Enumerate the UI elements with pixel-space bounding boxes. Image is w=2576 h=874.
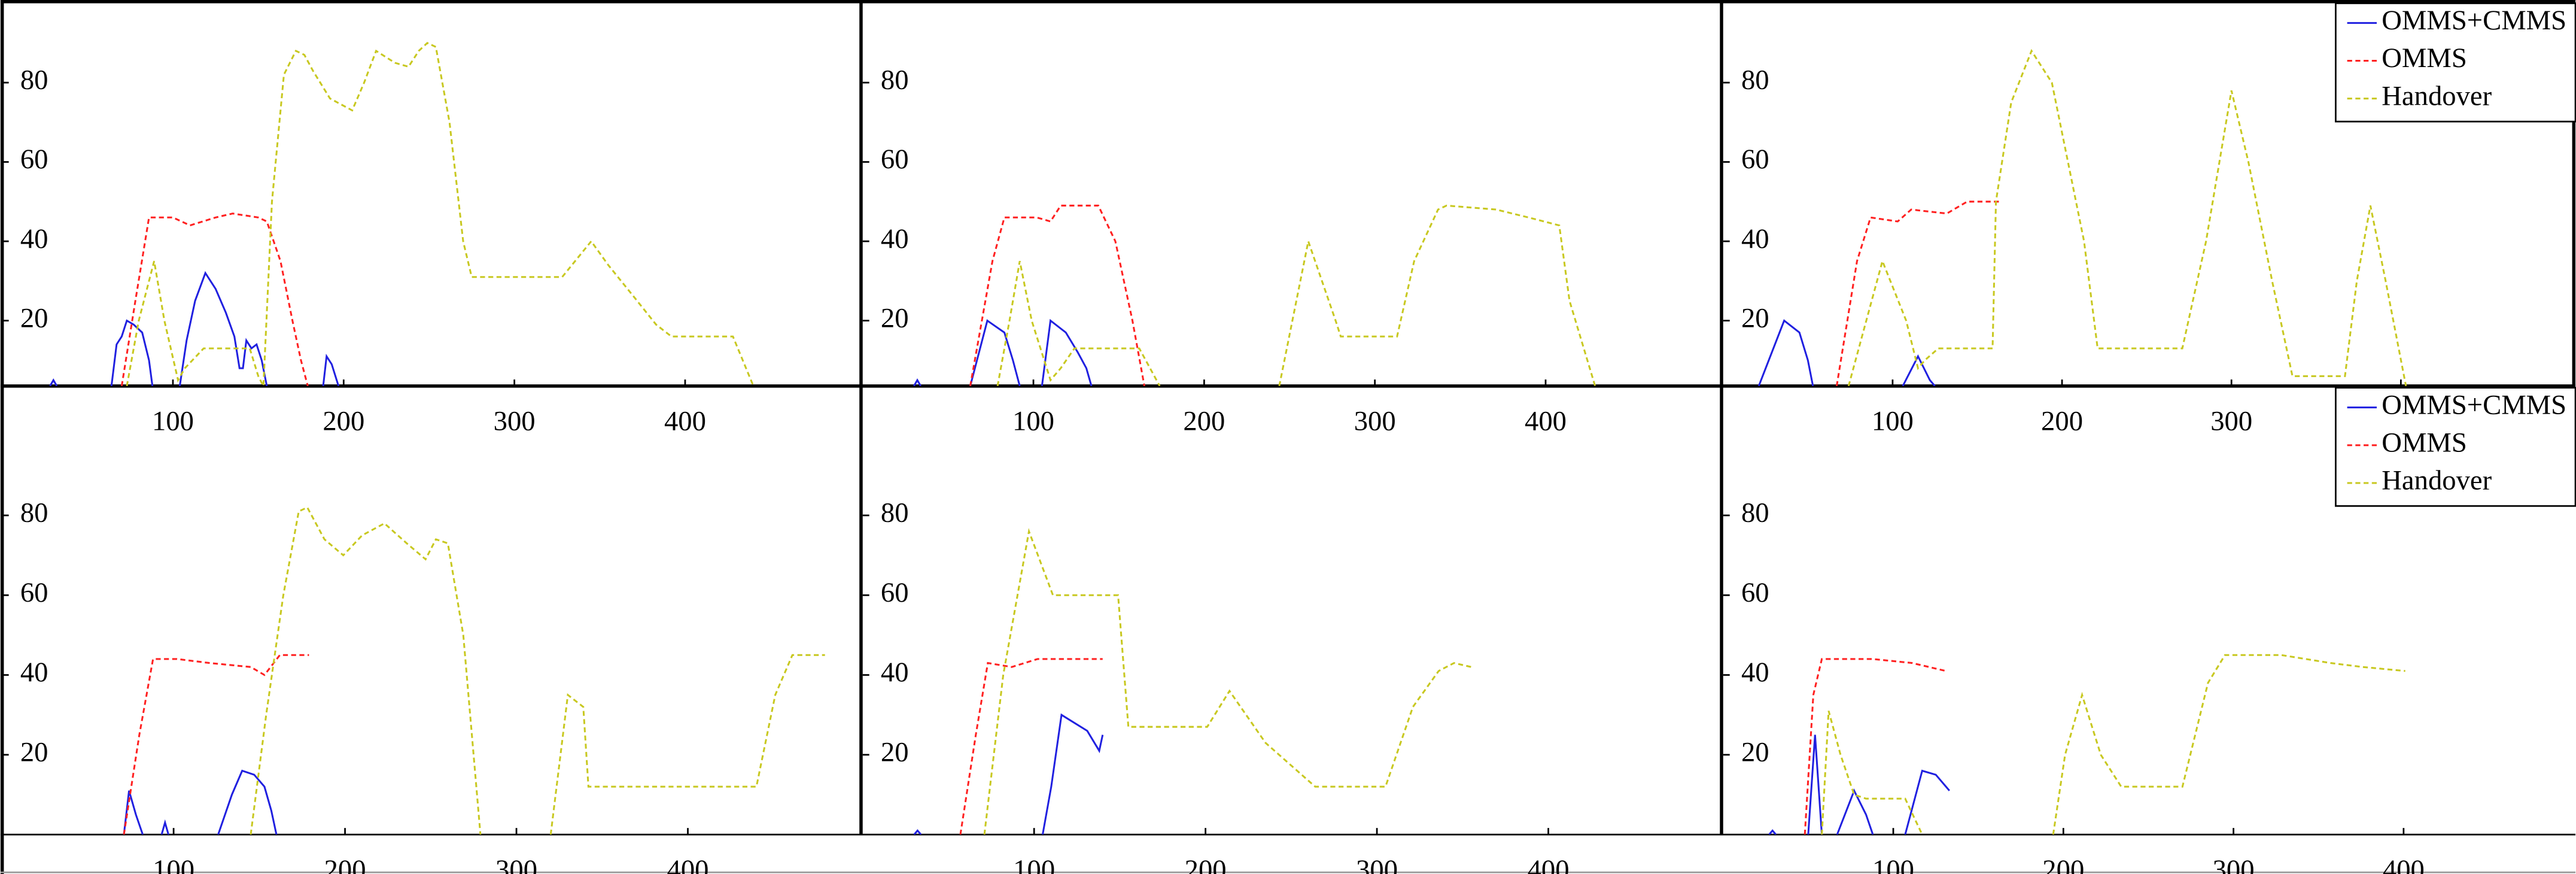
y-tick-label: 80 <box>20 65 48 96</box>
x-tick-label: 200 <box>1185 854 1227 874</box>
x-tick-label: 400 <box>1525 406 1567 437</box>
plot-area <box>49 41 755 386</box>
x-tick-label: 100 <box>1012 406 1054 437</box>
subplot: 20 40 60 80 100 200 300 400 <box>862 65 1596 437</box>
series-line <box>913 713 1104 835</box>
y-tick-label: 20 <box>881 737 909 768</box>
y-tick-label: 60 <box>20 144 48 175</box>
x-tick-label: 100 <box>1872 406 1914 437</box>
plot-area <box>123 506 825 835</box>
y-tick-label: 60 <box>881 577 909 608</box>
plot-area <box>913 204 1596 386</box>
subplot: 20 40 60 80 100 200 300 400 OMMS+CMMS OMMS Handove… <box>1723 387 2576 874</box>
x-tick-label: 300 <box>495 854 537 874</box>
series-line <box>123 654 309 835</box>
x-tick-label: 300 <box>1356 854 1398 874</box>
x-tick-label: 200 <box>1183 406 1225 437</box>
y-tick-label: 40 <box>20 657 48 688</box>
series-line <box>49 271 340 386</box>
y-tick-label: 40 <box>20 223 48 254</box>
subplot: 20 40 60 80 100 200 300 400 <box>2 41 755 437</box>
x-tick-label: 200 <box>323 406 364 437</box>
y-tick-label: 20 <box>20 737 48 768</box>
x-tick-label: 200 <box>324 854 366 874</box>
x-tick-label: 400 <box>2383 854 2425 874</box>
series-line <box>1768 735 1950 835</box>
legend-label: OMMS <box>2382 43 2467 74</box>
plot-area <box>1768 654 2405 835</box>
x-tick-label: 300 <box>2213 854 2255 874</box>
y-tick-label: 60 <box>1741 577 1769 608</box>
y-tick-label: 80 <box>881 65 909 96</box>
x-tick-label: 100 <box>1872 854 1914 874</box>
series-line <box>1821 654 2405 835</box>
legend: OMMS+CMMS OMMS Handover <box>2335 2 2576 123</box>
subplot: 20 40 60 80 100 200 300 400 <box>862 497 1570 874</box>
legend-box <box>2335 387 2576 507</box>
subplot: 20 40 60 80 100 200 300 400 <box>2 497 825 874</box>
x-tick-label: 200 <box>2041 406 2083 437</box>
plot-area <box>1757 48 2407 386</box>
series-line <box>1757 319 1936 386</box>
x-tick-label: 400 <box>667 854 709 874</box>
x-tick-label: 100 <box>1013 854 1055 874</box>
y-tick-label: 20 <box>1741 737 1769 768</box>
y-tick-label: 40 <box>881 223 909 254</box>
x-tick-label: 300 <box>1354 406 1396 437</box>
series-line <box>126 41 755 386</box>
y-tick-label: 60 <box>881 144 909 175</box>
x-tick-label: 200 <box>2042 854 2084 874</box>
y-tick-label: 40 <box>1741 223 1769 254</box>
legend-label: Handover <box>2382 465 2492 496</box>
plot-area <box>913 527 1472 835</box>
y-tick-label: 80 <box>20 497 48 529</box>
y-tick-label: 40 <box>881 657 909 688</box>
legend-label: OMMS <box>2382 427 2467 458</box>
series-line <box>959 658 1103 835</box>
y-tick-label: 80 <box>1741 65 1769 96</box>
series-line <box>123 769 278 835</box>
y-tick-label: 60 <box>20 577 48 608</box>
series-line <box>969 204 1145 386</box>
legend-label: Handover <box>2382 80 2492 111</box>
y-tick-label: 80 <box>1741 497 1769 529</box>
y-tick-label: 80 <box>881 497 909 529</box>
y-tick-label: 20 <box>20 302 48 333</box>
x-tick-label: 300 <box>494 406 536 437</box>
y-tick-label: 40 <box>1741 657 1769 688</box>
x-tick-label: 100 <box>153 854 194 874</box>
series-line <box>1847 48 2407 386</box>
y-tick-label: 20 <box>1741 302 1769 333</box>
y-tick-label: 60 <box>1741 144 1769 175</box>
x-tick-label: 100 <box>152 406 194 437</box>
legend: OMMS+CMMS OMMS Handover <box>2335 387 2576 507</box>
x-tick-label: 400 <box>1528 854 1570 874</box>
subplot: 20406080100200300400OMMS+CMMSOMMSHandove… <box>1723 2 2576 437</box>
series-line <box>913 318 1093 386</box>
series-line <box>250 506 825 835</box>
legend-label: OMMS+CMMS <box>2382 389 2566 420</box>
series-line <box>996 204 1596 386</box>
y-tick-label: 20 <box>881 302 909 333</box>
series-line <box>1835 201 2000 386</box>
legend-label: OMMS+CMMS <box>2382 5 2566 36</box>
series-line <box>1803 658 1947 835</box>
x-tick-label: 400 <box>664 406 706 437</box>
x-tick-label: 300 <box>2210 406 2252 437</box>
series-line <box>983 527 1472 835</box>
series-line <box>120 213 309 386</box>
